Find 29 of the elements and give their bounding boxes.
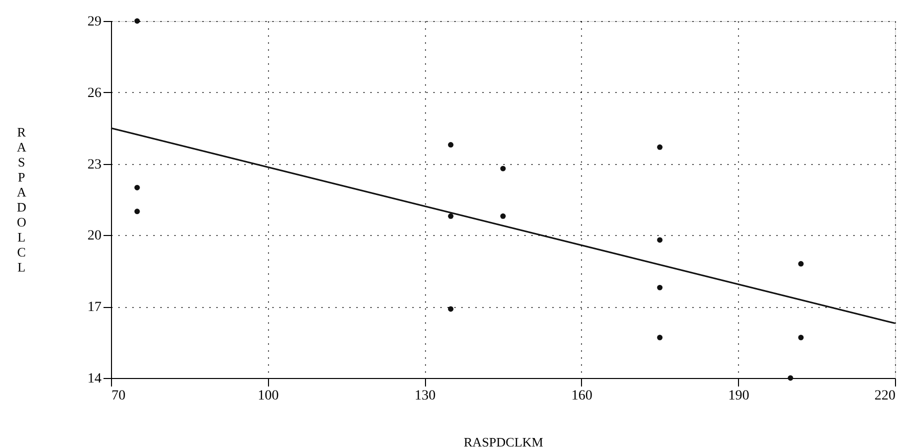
y-tick-label: 20 [88,228,102,244]
point [448,213,454,219]
point [500,166,506,172]
x-tick-label: 190 [728,388,750,404]
y-tick-label: 26 [88,86,102,101]
point [134,208,140,214]
x-axis-title: RASPDCLKM [464,434,544,448]
point [657,284,663,290]
y-tick-label: 23 [88,157,102,172]
point [657,144,663,150]
point [798,334,804,340]
point [500,213,506,219]
point [448,306,454,312]
y-tick-label: 17 [88,300,102,316]
x-tick-label: 70 [112,388,126,404]
x-tick-label: 160 [571,388,592,404]
point [134,18,140,24]
y-tick-label: 14 [88,372,102,386]
text: RASPADOLCL [16,124,26,274]
x-tick-label: 220 [874,388,896,404]
x-tick-label: 130 [414,388,436,404]
point [134,184,140,190]
point [788,375,794,381]
point [657,334,663,340]
y-tick-label: 29 [88,14,102,30]
x-tick-label: 100 [258,388,279,404]
point [448,142,454,148]
point [798,261,804,266]
point [657,237,663,243]
